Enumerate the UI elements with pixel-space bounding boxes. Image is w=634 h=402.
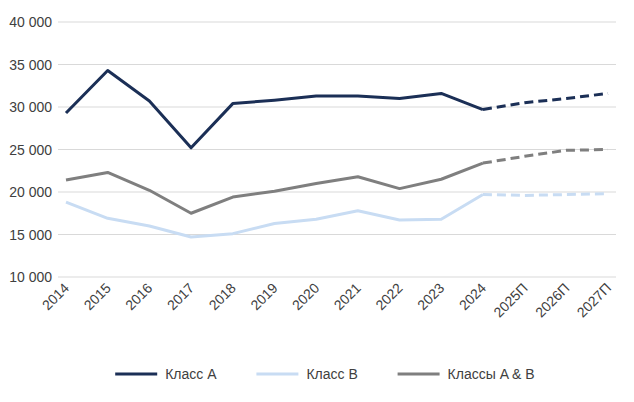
legend-label: Классы A & B xyxy=(448,366,535,382)
grid-line xyxy=(58,192,616,193)
series-line xyxy=(66,163,483,213)
x-tick-label: 2020 xyxy=(289,280,322,313)
y-tick-label: 15 000 xyxy=(9,227,52,243)
x-tick-label: 2014 xyxy=(39,280,72,313)
y-tick-label: 10 000 xyxy=(9,269,52,285)
x-tick-label: 2026П xyxy=(532,280,572,320)
legend-swatch xyxy=(115,373,157,376)
grid-line xyxy=(58,107,616,108)
plot-area xyxy=(66,70,608,237)
series-line xyxy=(483,194,608,196)
grid-line xyxy=(58,64,616,65)
x-tick-label: 2019 xyxy=(247,280,280,313)
x-tick-label: 2023 xyxy=(414,280,447,313)
x-tick-label: 2027П xyxy=(574,280,614,320)
y-tick-label: 40 000 xyxy=(9,14,52,30)
x-tick-label: 2021 xyxy=(331,280,364,313)
grid-line xyxy=(58,277,616,278)
y-tick-label: 20 000 xyxy=(9,184,52,200)
x-tick-label: 2024 xyxy=(456,280,489,313)
x-tick-label: 2016 xyxy=(122,280,155,313)
legend-label: Класс B xyxy=(306,366,357,382)
grid-line xyxy=(58,234,616,235)
series-line xyxy=(483,93,608,109)
series-line xyxy=(483,150,608,164)
legend-swatch xyxy=(398,373,440,376)
y-tick-label: 25 000 xyxy=(9,142,52,158)
chart: 10 000 15 000 20 000 25 000 30 000 35 000 40 0… xyxy=(0,0,634,402)
x-tick-label: 2017 xyxy=(164,280,197,313)
x-tick-label: 2022 xyxy=(372,280,405,313)
series-line xyxy=(66,70,483,147)
series-line xyxy=(66,195,483,238)
legend-label: Класс A xyxy=(165,366,217,382)
y-tick-label: 30 000 xyxy=(9,99,52,115)
legend-swatch xyxy=(256,373,298,376)
grid-line xyxy=(58,149,616,150)
grid-line xyxy=(58,22,616,23)
x-tick-label: 2025П xyxy=(490,280,530,320)
grid xyxy=(58,22,616,277)
legend: Класс A Класс B Классы A & B xyxy=(115,366,534,382)
y-tick-label: 35 000 xyxy=(9,57,52,73)
x-tick-label: 2018 xyxy=(206,280,239,313)
x-tick-label: 2015 xyxy=(80,280,113,313)
